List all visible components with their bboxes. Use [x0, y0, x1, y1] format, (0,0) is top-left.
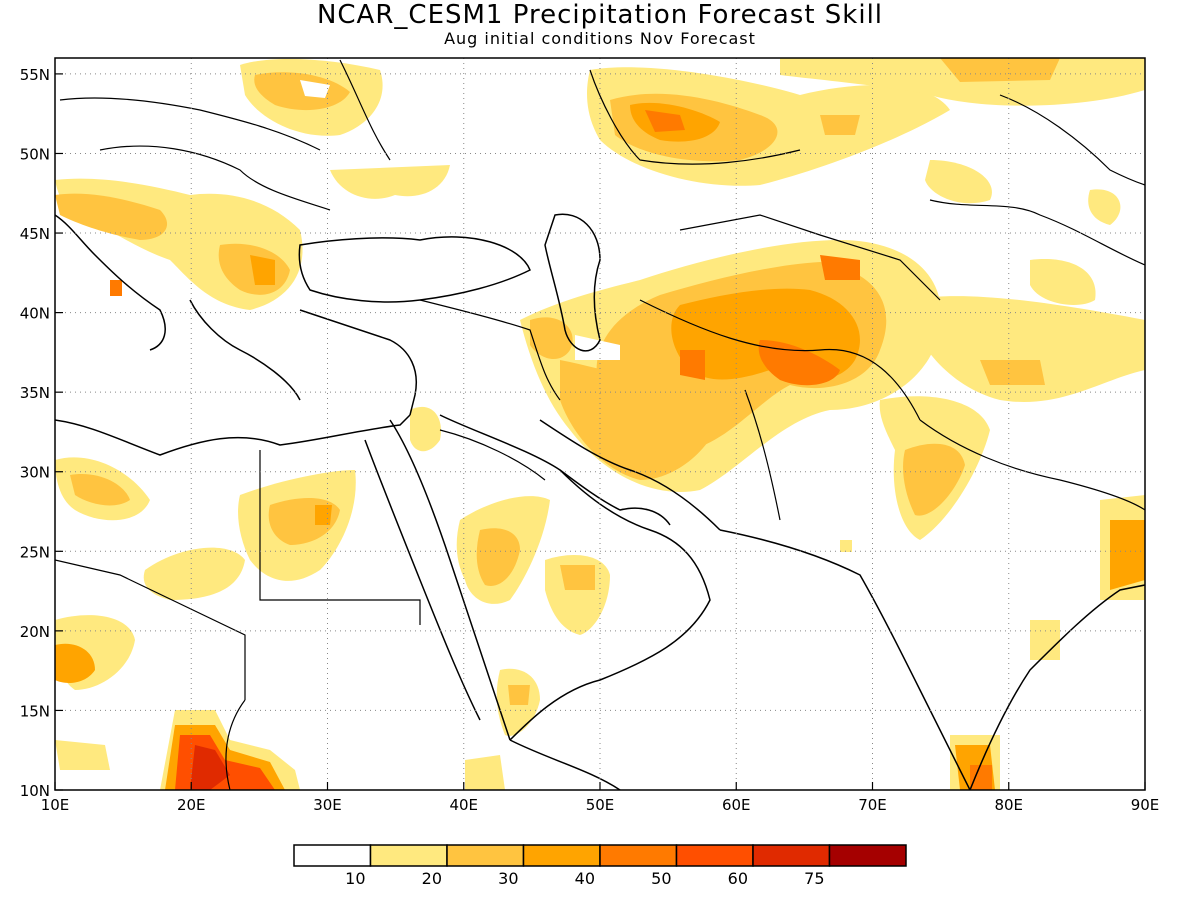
- lat-tick-label: 35N: [20, 384, 50, 402]
- lon-tick-label: 90E: [1131, 796, 1160, 814]
- lon-tick-label: 70E: [858, 796, 887, 814]
- lon-tick-label: 30E: [313, 796, 342, 814]
- lat-tick-label: 45N: [20, 225, 50, 243]
- skill-shading: [55, 58, 1145, 790]
- legend-swatch: [522, 844, 601, 867]
- lon-tick-label: 10E: [41, 796, 70, 814]
- lon-tick-label: 50E: [586, 796, 615, 814]
- lat-tick-label: 20N: [20, 623, 50, 641]
- lon-tick-label: 40E: [449, 796, 478, 814]
- lat-tick-label: 40N: [20, 305, 50, 323]
- grid-lines: [55, 58, 1145, 790]
- lon-tick-label: 80E: [994, 796, 1023, 814]
- lat-tick-label: 55N: [20, 66, 50, 84]
- chart-subtitle: Aug initial conditions Nov Forecast: [444, 29, 756, 48]
- lon-tick-label: 60E: [722, 796, 751, 814]
- legend-swatch: [446, 844, 525, 867]
- axis-ticks: 10E 20E 30E 40E 50E 60E 70E 80E 90E 10N 15N 20N 25N 3…: [20, 66, 1160, 814]
- legend-swatch: [293, 844, 372, 867]
- legend-label: 40: [575, 869, 595, 888]
- legend-swatch: [752, 844, 831, 867]
- lat-tick-label: 50N: [20, 145, 50, 163]
- lat-tick-label: 25N: [20, 543, 50, 561]
- lon-tick-label: 20E: [177, 796, 206, 814]
- legend-swatch: [369, 844, 448, 867]
- legend-label: 30: [498, 869, 518, 888]
- coastlines: [55, 59, 1145, 790]
- legend: 10 20 30 40 50 60 75: [293, 844, 907, 888]
- legend-swatch: [675, 844, 754, 867]
- lat-tick-label: 10N: [20, 782, 50, 800]
- map-frame: [54, 57, 1146, 791]
- legend-swatch: [828, 844, 907, 867]
- legend-label: 50: [651, 869, 671, 888]
- legend-label: 10: [345, 869, 365, 888]
- lat-tick-label: 30N: [20, 464, 50, 482]
- chart-title: NCAR_CESM1 Precipitation Forecast Skill: [316, 0, 884, 30]
- legend-label: 20: [422, 869, 442, 888]
- legend-label: 60: [728, 869, 748, 888]
- legend-label: 75: [804, 869, 824, 888]
- lat-tick-label: 15N: [20, 702, 50, 720]
- legend-swatch: [599, 844, 678, 867]
